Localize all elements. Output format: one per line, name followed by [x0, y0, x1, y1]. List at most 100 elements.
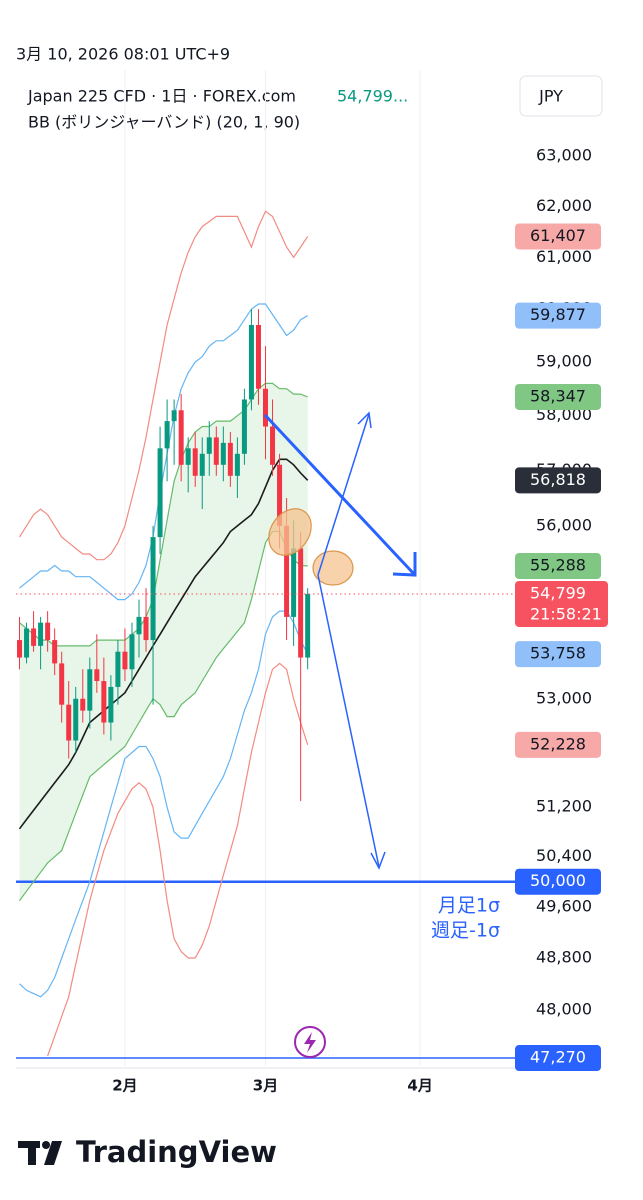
- candle-body: [87, 669, 93, 711]
- price-label: 50,000: [530, 871, 586, 890]
- y-tick-label: 62,000: [536, 196, 592, 215]
- candle-body: [220, 442, 226, 465]
- plot-area: [16, 70, 515, 1069]
- candle-body: [234, 453, 240, 476]
- band-line: [18, 458, 309, 830]
- x-tick-label: 3月: [253, 1077, 278, 1095]
- y-tick-label: 51,200: [536, 797, 592, 816]
- candle-body: [164, 421, 170, 449]
- candle-body: [108, 686, 114, 723]
- candle-body: [305, 593, 311, 658]
- price-label: 59,877: [530, 305, 586, 324]
- candle-body: [59, 663, 65, 705]
- countdown: 21:58:21: [530, 604, 602, 623]
- band-line: [19, 303, 308, 601]
- candle-body: [136, 616, 142, 635]
- candle-body: [80, 698, 86, 711]
- price-label-box: [515, 223, 601, 250]
- band-fill: [19, 383, 308, 901]
- price-label-box: [515, 641, 601, 668]
- arrow-head: [392, 552, 417, 577]
- price-label-box: [515, 731, 601, 758]
- logo: [18, 1141, 62, 1165]
- candle-body: [73, 698, 79, 741]
- arrow-head: [370, 851, 386, 870]
- candle-body: [277, 464, 283, 526]
- candle-body: [66, 704, 72, 741]
- price-label: 54,799: [530, 583, 586, 602]
- candle-body: [115, 651, 121, 687]
- price-label: 55,288: [530, 556, 586, 575]
- highlight-circle: [268, 508, 312, 556]
- logo-part: [28, 1141, 36, 1165]
- price-label-box: [515, 383, 601, 410]
- candle-body: [255, 324, 261, 389]
- band-line: [47, 662, 309, 1057]
- candle-body: [291, 548, 297, 617]
- y-tick-label: 63,000: [536, 146, 592, 165]
- candle-body: [199, 453, 205, 476]
- candle-body: [171, 410, 177, 422]
- candle-body: [122, 651, 128, 670]
- candle-body: [94, 669, 100, 682]
- logo-part: [42, 1141, 50, 1149]
- price-label-box: [515, 1045, 601, 1072]
- y-tick-label: 48,000: [536, 999, 592, 1018]
- candle-body: [157, 448, 163, 538]
- arrow-head: [357, 411, 372, 429]
- price-label-box: [515, 553, 601, 580]
- price-label: 56,818: [530, 470, 586, 489]
- candle-body: [24, 628, 30, 658]
- annotation: 月足1σ: [438, 895, 500, 917]
- arrow-line: [263, 413, 416, 576]
- y-tick-label: 59,000: [536, 352, 592, 371]
- candle-body: [45, 622, 51, 641]
- candle-body: [213, 437, 219, 465]
- y-tick-label: 56,000: [536, 515, 592, 534]
- candle-body: [248, 324, 254, 400]
- annotation: 週足-1σ: [431, 920, 500, 942]
- price-axis: 2月3月4月63,00062,00061,00060,00059,00058,0…: [112, 146, 608, 1095]
- price-label-box: [515, 868, 601, 895]
- y-tick-label: 50,400: [536, 846, 592, 865]
- last-price: 54,799...: [337, 87, 408, 106]
- candle-body: [178, 410, 184, 465]
- candle-body: [101, 681, 107, 723]
- band-line: [18, 210, 309, 561]
- price-label: 52,228: [530, 734, 586, 753]
- band-line: [19, 610, 309, 998]
- currency[interactable]: JPY: [538, 87, 563, 106]
- arrow-line: [317, 574, 380, 868]
- brand: TradingView: [76, 1135, 277, 1169]
- candle-body: [150, 537, 156, 641]
- candle-body: [298, 548, 304, 658]
- y-tick-label: 49,600: [536, 896, 592, 915]
- currency-box[interactable]: [519, 75, 603, 117]
- price-label: 47,270: [530, 1048, 586, 1067]
- price-label-box: [515, 580, 608, 627]
- price-label: 58,347: [530, 386, 586, 405]
- y-tick-label: 53,000: [536, 688, 592, 707]
- candle-body: [241, 399, 247, 454]
- price-label-box: [515, 467, 601, 494]
- y-tick-label: 48,800: [536, 947, 592, 966]
- candle-body: [52, 640, 58, 664]
- candle-body: [263, 388, 268, 427]
- candle-body: [31, 628, 37, 646]
- x-tick-label: 2月: [112, 1077, 137, 1095]
- candle-body: [129, 634, 135, 670]
- band-line: [19, 530, 308, 901]
- candle-body: [38, 622, 44, 646]
- price-label: 61,407: [530, 226, 586, 245]
- x-tick-label: 4月: [407, 1077, 432, 1095]
- datetime: 3月 10, 2026 08:01 UTC+9: [16, 45, 230, 64]
- candle-body: [206, 437, 212, 454]
- candle-body: [17, 640, 23, 658]
- indicator: BB (ボリンジャーバンド) (20, 1, 90): [28, 113, 300, 132]
- candle-body: [227, 442, 233, 476]
- candle-body: [270, 426, 276, 465]
- candle-body: [192, 448, 198, 476]
- candle-body: [143, 616, 149, 641]
- symbol: Japan 225 CFD · 1日 · FOREX.com: [27, 87, 296, 106]
